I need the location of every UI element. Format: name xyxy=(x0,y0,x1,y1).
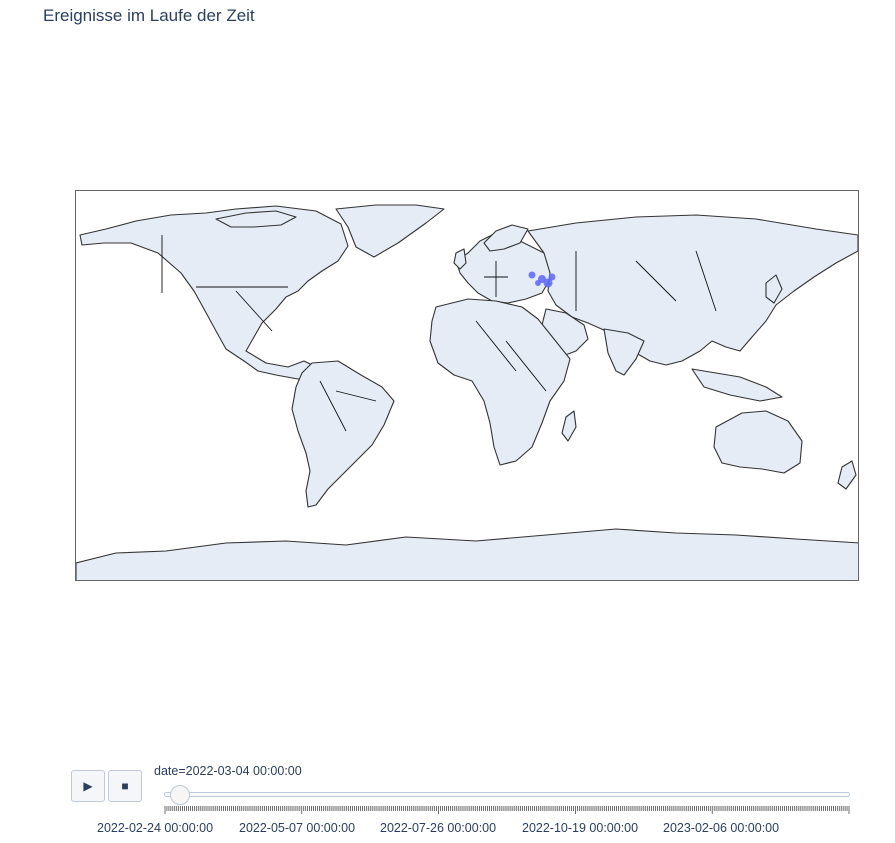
slider-handle[interactable] xyxy=(170,785,190,805)
event-marker[interactable] xyxy=(535,280,541,286)
africa xyxy=(429,298,571,466)
arctic-islands xyxy=(215,210,297,228)
world-map[interactable] xyxy=(75,190,859,581)
australia xyxy=(713,410,803,474)
madagascar xyxy=(561,410,577,442)
new-zealand xyxy=(837,460,857,490)
slider-ticks xyxy=(164,806,850,814)
play-icon: ▶ xyxy=(83,779,93,793)
stop-button[interactable]: ■ xyxy=(108,770,142,802)
scandinavia xyxy=(483,224,529,252)
slider-tick-label: 2022-05-07 00:00:00 xyxy=(239,821,356,835)
slider-current-label: date=2022-03-04 00:00:00 xyxy=(154,764,302,778)
country-borders xyxy=(161,235,717,432)
north-america xyxy=(79,205,349,380)
slider-tick-label: 2022-10-19 00:00:00 xyxy=(522,821,639,835)
southeast-asia-islands xyxy=(691,368,783,402)
stop-icon: ■ xyxy=(121,779,129,793)
south-america xyxy=(291,360,395,508)
event-marker[interactable] xyxy=(548,273,556,281)
uk xyxy=(453,248,467,270)
antarctica xyxy=(76,528,858,580)
map-svg[interactable] xyxy=(76,191,859,581)
slider-tick-label: 2023-02-06 00:00:00 xyxy=(663,821,780,835)
chart-title: Ereignisse im Laufe der Zeit xyxy=(43,6,255,25)
event-markers[interactable] xyxy=(528,271,556,288)
slider-track[interactable] xyxy=(164,792,850,797)
greenland xyxy=(335,204,445,258)
play-button[interactable]: ▶ xyxy=(71,770,105,802)
event-marker[interactable] xyxy=(528,271,536,279)
slider-tick-label: 2022-07-26 00:00:00 xyxy=(380,821,497,835)
event-marker[interactable] xyxy=(543,278,553,288)
slider-tick-label: 2022-02-24 00:00:00 xyxy=(97,821,214,835)
india xyxy=(603,328,645,376)
japan xyxy=(765,274,783,304)
